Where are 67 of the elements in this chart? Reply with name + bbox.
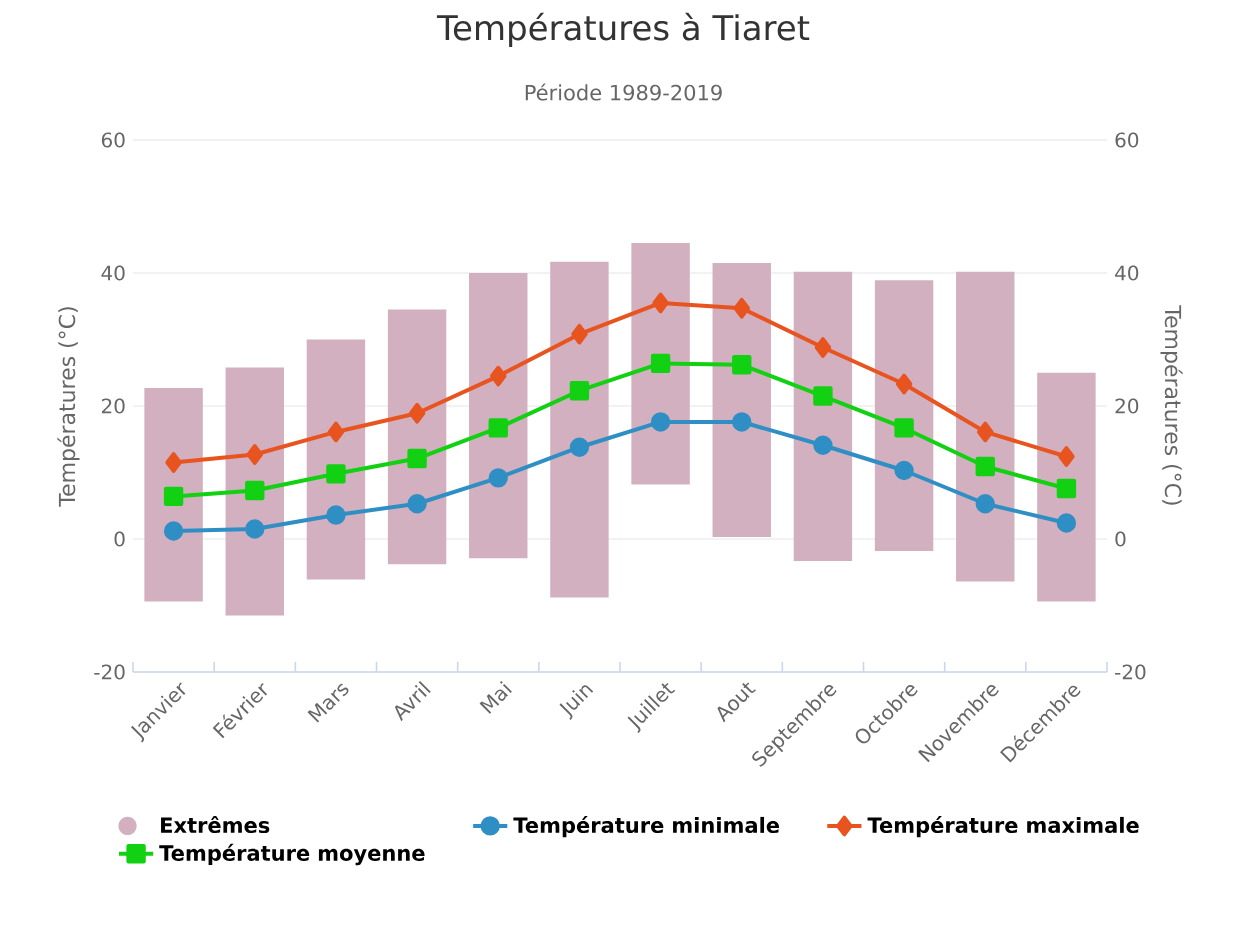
point bbox=[408, 402, 426, 424]
y-tick-label: 20 bbox=[101, 398, 125, 414]
point bbox=[407, 494, 427, 514]
point bbox=[571, 323, 588, 345]
point bbox=[895, 373, 913, 395]
y2-tick-label: 0 bbox=[1115, 531, 1126, 547]
bar bbox=[956, 271, 1015, 582]
y2-tick-label: 60 bbox=[1115, 132, 1139, 148]
point bbox=[652, 292, 669, 314]
bar bbox=[306, 339, 366, 580]
point bbox=[569, 437, 590, 457]
y-tick-label: 60 bbox=[101, 132, 125, 148]
bar bbox=[1037, 372, 1096, 602]
point bbox=[894, 460, 914, 481]
y-tick-label: 40 bbox=[101, 265, 125, 281]
bar bbox=[793, 271, 853, 561]
y2-axis-title: Températures (°C) bbox=[1160, 305, 1183, 505]
point bbox=[894, 418, 914, 438]
x-tick-label: Mai bbox=[479, 680, 512, 714]
point bbox=[813, 386, 833, 406]
bar bbox=[225, 367, 284, 616]
point bbox=[488, 468, 508, 488]
point bbox=[1056, 513, 1077, 533]
chart-title: Températures à Tiaret bbox=[436, 12, 810, 48]
point bbox=[246, 444, 263, 465]
point bbox=[488, 418, 508, 438]
point bbox=[326, 505, 346, 525]
bar bbox=[469, 273, 528, 559]
point bbox=[327, 421, 345, 443]
point bbox=[732, 412, 752, 432]
legend-label: Température minimale bbox=[513, 816, 780, 838]
point bbox=[650, 412, 671, 432]
point bbox=[1056, 478, 1077, 499]
legend-label: Température moyenne bbox=[159, 843, 425, 866]
point bbox=[975, 494, 995, 514]
point bbox=[326, 464, 346, 484]
bar bbox=[144, 388, 203, 602]
point bbox=[490, 365, 507, 387]
bar bbox=[631, 243, 690, 485]
chart-subtitle: Période 1989-2019 bbox=[525, 83, 722, 101]
y-axis-title: Températures (°C) bbox=[57, 307, 80, 507]
point bbox=[407, 448, 427, 469]
bar bbox=[874, 280, 934, 551]
point bbox=[245, 519, 265, 539]
bar bbox=[550, 261, 609, 598]
point bbox=[814, 337, 832, 358]
y-tick-label: -20 bbox=[94, 664, 125, 680]
point bbox=[569, 381, 590, 401]
point bbox=[975, 456, 995, 477]
point bbox=[813, 435, 833, 455]
legend-label: Extrêmes bbox=[161, 816, 270, 834]
legend-label: Température maximale bbox=[867, 816, 1139, 838]
point bbox=[732, 355, 752, 375]
y2-tick-label: 20 bbox=[1115, 398, 1139, 414]
y2-tick-label: 40 bbox=[1115, 265, 1139, 281]
point bbox=[165, 452, 182, 473]
point bbox=[1058, 446, 1075, 467]
y2-tick-label: -20 bbox=[1115, 664, 1146, 680]
bar bbox=[712, 263, 771, 537]
point bbox=[245, 480, 265, 501]
point bbox=[163, 486, 184, 507]
point bbox=[163, 521, 184, 541]
bar bbox=[387, 309, 447, 565]
point bbox=[977, 421, 994, 443]
point bbox=[733, 297, 750, 319]
point bbox=[650, 353, 671, 374]
y-tick-label: 0 bbox=[114, 531, 125, 547]
